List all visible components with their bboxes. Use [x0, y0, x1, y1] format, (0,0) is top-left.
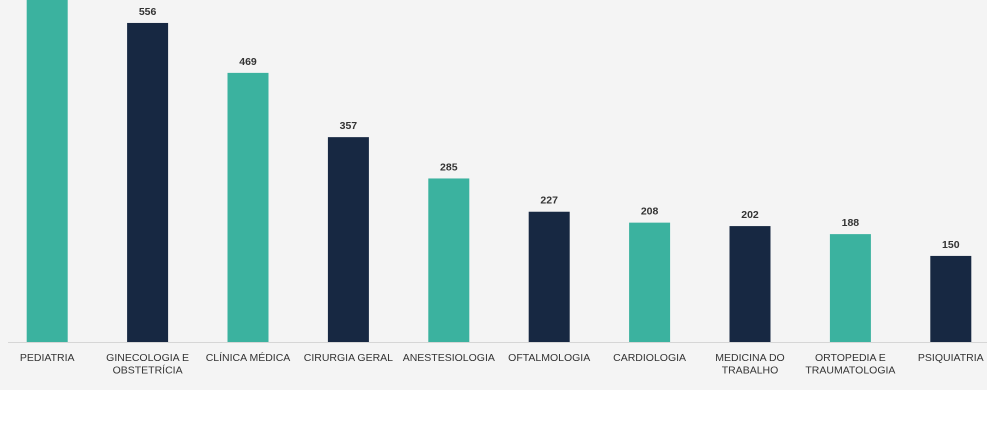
- bar: [428, 178, 470, 342]
- bar: [729, 226, 771, 342]
- data-label: 469: [239, 56, 257, 68]
- data-label: 357: [340, 120, 358, 132]
- data-label: 556: [139, 6, 157, 18]
- bar: [930, 255, 972, 342]
- bar: [629, 222, 671, 342]
- data-label: 285: [440, 161, 458, 173]
- x-tick-label: CARDIOLOGIA: [613, 352, 686, 364]
- x-tick-label: GINECOLOGIA E OBSTETRÍCIA: [106, 352, 189, 377]
- x-tick-label: PEDIATRIA: [20, 352, 75, 364]
- bar: [127, 22, 169, 342]
- data-label: 202: [741, 209, 759, 221]
- bar: [528, 211, 570, 342]
- x-tick-label: ANESTESIOLOGIA: [403, 352, 495, 364]
- x-tick-label: ORTOPEDIA E TRAUMATOLOGIA: [805, 352, 895, 377]
- x-tick-label: CLÍNICA MÉDICA: [206, 351, 291, 364]
- data-label: 188: [842, 217, 860, 229]
- data-label: 208: [641, 206, 659, 218]
- bar: [227, 72, 269, 342]
- x-tick-label: CIRURGIA GERAL: [304, 352, 393, 364]
- data-label: 227: [540, 195, 558, 207]
- bar: [327, 137, 369, 342]
- bar: [26, 0, 68, 343]
- x-tick-label: MEDICINA DO TRABALHO: [715, 352, 784, 377]
- x-tick-label: OFTALMOLOGIA: [508, 352, 590, 364]
- bar: [829, 234, 871, 342]
- x-tick-label: PSIQUIATRIA: [918, 352, 984, 364]
- data-label: 150: [942, 239, 960, 251]
